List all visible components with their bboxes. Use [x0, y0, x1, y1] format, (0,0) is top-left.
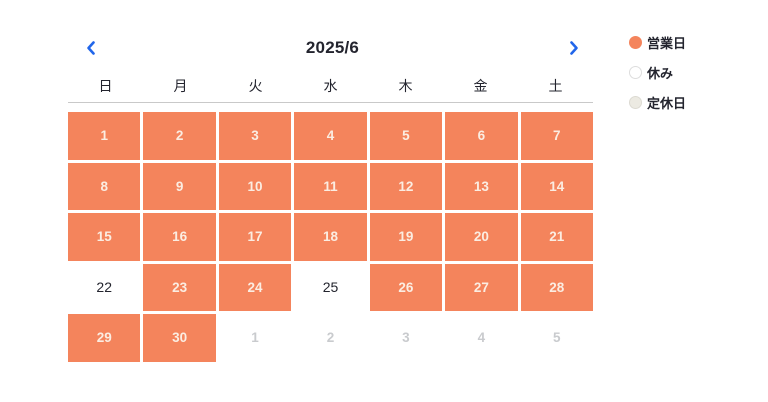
day-cell[interactable]: 27	[445, 263, 518, 311]
legend-label-closed: 休み	[647, 66, 674, 81]
day-cell[interactable]: 28	[520, 263, 593, 311]
calendar-title: 2025/6	[305, 38, 360, 57]
day-cell[interactable]: 14	[520, 162, 593, 210]
next-month-button[interactable]	[567, 39, 581, 57]
day-cell[interactable]: 21	[520, 213, 593, 261]
calendar-grid: 1 2 3 4 5 6 7 8 9 10 11 12 13 14 15 16 17 18 19 20 21 22 23 24 2…	[68, 112, 593, 362]
day-cell[interactable]: 10	[218, 162, 292, 210]
day-cell[interactable]: 1	[68, 112, 141, 160]
day-cell: 3	[369, 314, 443, 362]
weekday-label: 日	[98, 78, 113, 94]
legend: 営業日 休み 定休日	[629, 33, 686, 123]
day-cell[interactable]: 23	[143, 263, 216, 311]
day-cell: 5	[520, 314, 593, 362]
calendar-widget: 2025/6 日月火水木金土 1 2 3 4 5 6 7 8 9 10 11 12 13 14 15 16 17…	[68, 36, 593, 362]
day-cell: 4	[445, 314, 518, 362]
day-cell[interactable]: 25	[294, 263, 367, 311]
day-cell: 1	[218, 314, 292, 362]
day-cell[interactable]: 30	[143, 314, 216, 362]
day-cell[interactable]: 20	[445, 213, 518, 261]
legend-item-regular-holiday: 定休日	[629, 93, 686, 112]
day-cell[interactable]: 9	[143, 162, 216, 210]
day-cell[interactable]: 7	[520, 112, 593, 160]
regular-holiday-dot-icon	[629, 96, 642, 109]
calendar-nav: 2025/6	[68, 36, 593, 60]
weekday-label: 土	[548, 78, 563, 94]
day-cell[interactable]: 2	[143, 112, 216, 160]
day-cell[interactable]: 12	[369, 162, 443, 210]
weekday-label: 水	[323, 78, 338, 94]
day-cell[interactable]: 3	[218, 112, 292, 160]
day-cell[interactable]: 17	[218, 213, 292, 261]
day-cell[interactable]: 8	[68, 162, 141, 210]
open-day-dot-icon	[629, 36, 642, 49]
chevron-right-icon	[570, 41, 578, 55]
day-cell[interactable]: 22	[68, 263, 141, 311]
day-cell[interactable]: 4	[294, 112, 367, 160]
day-cell[interactable]: 26	[369, 263, 443, 311]
day-cell[interactable]: 19	[369, 213, 443, 261]
day-cell[interactable]: 16	[143, 213, 216, 261]
chevron-left-icon	[87, 41, 95, 55]
day-cell[interactable]: 24	[218, 263, 292, 311]
weekday-label: 月	[173, 78, 188, 94]
closed-day-dot-icon	[629, 66, 642, 79]
legend-label-regular-holiday: 定休日	[647, 96, 687, 111]
day-cell[interactable]: 29	[68, 314, 141, 362]
weekday-header-row: 日月火水木金土	[68, 76, 593, 103]
prev-month-button[interactable]	[84, 39, 98, 57]
day-cell[interactable]: 6	[445, 112, 518, 160]
day-cell[interactable]: 13	[445, 162, 518, 210]
weekday-label: 火	[248, 78, 263, 94]
legend-item-open: 営業日	[629, 33, 686, 52]
day-cell[interactable]: 11	[294, 162, 367, 210]
day-cell: 2	[294, 314, 367, 362]
day-cell[interactable]: 5	[369, 112, 443, 160]
weekday-label: 木	[398, 78, 413, 94]
weekday-label: 金	[473, 78, 488, 94]
legend-label-open: 営業日	[647, 36, 687, 51]
legend-item-closed: 休み	[629, 63, 686, 82]
day-cell[interactable]: 18	[294, 213, 367, 261]
day-cell[interactable]: 15	[68, 213, 141, 261]
